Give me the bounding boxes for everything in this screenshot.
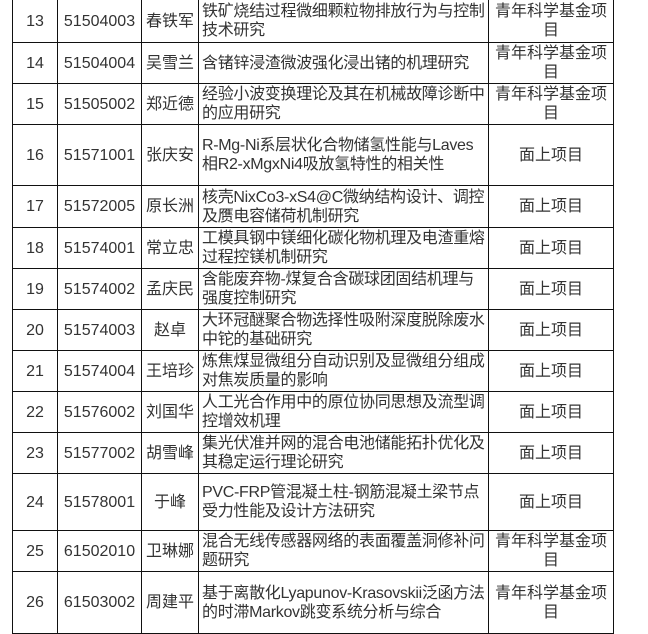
- project-code: 51574004: [57, 350, 142, 392]
- project-code: 51505002: [57, 83, 142, 125]
- project-code: 51577002: [57, 432, 142, 474]
- principal-name: 卫琳娜: [141, 530, 199, 572]
- project-type: 面上项目: [488, 350, 614, 392]
- project-code: 51572005: [57, 185, 142, 228]
- principal-name: 胡雪峰: [141, 432, 199, 474]
- project-type: 面上项目: [488, 432, 614, 474]
- project-code: 61503002: [57, 571, 142, 634]
- principal-name: 春铁军: [141, 0, 199, 43]
- project-code: 51578001: [57, 473, 142, 531]
- table-row: 19 51574002 孟庆民 含能废弃物-煤复合含碳球团固结机理与强度控制研究 面上项…: [12, 268, 614, 310]
- row-number: 26: [12, 571, 58, 634]
- table-row: 22 51576002 刘国华 人工光合作用中的原位协同思想及流型调控增效机理 面上项目: [12, 391, 614, 433]
- principal-name: 原长洲: [141, 185, 199, 228]
- row-number: 17: [12, 185, 58, 228]
- project-type: 面上项目: [488, 473, 614, 531]
- project-type: 青年科学基金项目: [488, 530, 614, 572]
- table-row: 18 51574001 常立忠 工模具钢中镁细化碳化物机理及电渣重熔过程控镁机制研究面…: [12, 227, 614, 269]
- project-title: 基于离散化Lyapunov-Krasovskii泛函方法的时滞Markov跳变系…: [198, 571, 489, 634]
- table-row: 20 51574003 赵卓 大环冠醚聚合物选择性吸附深度脱除废水中铊的基础研究 面上项…: [12, 309, 614, 351]
- principal-name: 常立忠: [141, 227, 199, 269]
- principal-name: 于峰: [141, 473, 199, 531]
- project-title: 集光伏准并网的混合电池储能拓扑优化及其稳定运行理论研究: [198, 432, 489, 474]
- project-type: 青年科学基金项目: [488, 83, 614, 125]
- row-number: 14: [12, 42, 58, 84]
- row-number: 18: [12, 227, 58, 269]
- row-number: 25: [12, 530, 58, 572]
- project-title: 含锗锌浸渣微波强化浸出锗的机理研究: [198, 42, 489, 84]
- table-row: 24 51578001 于峰 PVC-FRP管混凝土柱-钢筋混凝土梁节点受力性能及设计…: [12, 473, 614, 531]
- table-row: 25 61502010 卫琳娜 混合无线传感器网络的表面覆盖洞修补问题研究 青年科学基金…: [12, 530, 614, 572]
- table-row: 13 51504003 春铁军 铁矿烧结过程微细颗粒物排放行为与控制技术研究 青年科学基…: [12, 0, 614, 43]
- project-title: 经验小波变换理论及其在机械故障诊断中的应用研究: [198, 83, 489, 125]
- principal-name: 刘国华: [141, 391, 199, 433]
- project-title: 铁矿烧结过程微细颗粒物排放行为与控制技术研究: [198, 0, 489, 43]
- table-row: 26 61503002 周建平 基于离散化Lyapunov-Krasovskii泛函方…: [12, 571, 614, 634]
- project-title: 核壳NixCo3-xS4@C微纳结构设计、调控及赝电容储荷机制研究: [198, 185, 489, 228]
- row-number: 13: [12, 0, 58, 43]
- project-type: 面上项目: [488, 268, 614, 310]
- project-type: 面上项目: [488, 391, 614, 433]
- project-title: 混合无线传感器网络的表面覆盖洞修补问题研究: [198, 530, 489, 572]
- table-row: 17 51572005 原长洲 核壳NixCo3-xS4@C微纳结构设计、调控及赝电容…: [12, 185, 614, 228]
- project-code: 51574002: [57, 268, 142, 310]
- row-number: 20: [12, 309, 58, 351]
- row-number: 24: [12, 473, 58, 531]
- project-type: 面上项目: [488, 124, 614, 186]
- project-code: 51504004: [57, 42, 142, 84]
- row-number: 15: [12, 83, 58, 125]
- principal-name: 孟庆民: [141, 268, 199, 310]
- project-type: 青年科学基金项目: [488, 0, 614, 43]
- project-table: 13 51504003 春铁军 铁矿烧结过程微细颗粒物排放行为与控制技术研究 青年科学基…: [12, 0, 614, 634]
- principal-name: 赵卓: [141, 309, 199, 351]
- project-title: R-Mg-Ni系层状化合物储氢性能与Laves相R2-xMgxNi4吸放氢特性的…: [198, 124, 489, 186]
- project-code: 51574001: [57, 227, 142, 269]
- row-number: 19: [12, 268, 58, 310]
- principal-name: 王培珍: [141, 350, 199, 392]
- project-code: 51504003: [57, 0, 142, 43]
- table-row: 21 51574004 王培珍 炼焦煤显微组分自动识别及显微组分组成对焦炭质量的影响面…: [12, 350, 614, 392]
- project-type: 面上项目: [488, 185, 614, 228]
- table-row: 14 51504004 吴雪兰 含锗锌浸渣微波强化浸出锗的机理研究 青年科学基金项目: [12, 42, 614, 84]
- principal-name: 周建平: [141, 571, 199, 634]
- row-number: 21: [12, 350, 58, 392]
- row-number: 23: [12, 432, 58, 474]
- row-number: 22: [12, 391, 58, 433]
- project-title: 人工光合作用中的原位协同思想及流型调控增效机理: [198, 391, 489, 433]
- project-code: 51571001: [57, 124, 142, 186]
- project-type: 面上项目: [488, 227, 614, 269]
- project-title: 炼焦煤显微组分自动识别及显微组分组成对焦炭质量的影响: [198, 350, 489, 392]
- project-code: 61502010: [57, 530, 142, 572]
- row-number: 16: [12, 124, 58, 186]
- project-code: 51574003: [57, 309, 142, 351]
- table-row: 15 51505002 郑近德 经验小波变换理论及其在机械故障诊断中的应用研究 青年科学…: [12, 83, 614, 125]
- principal-name: 张庆安: [141, 124, 199, 186]
- project-title: PVC-FRP管混凝土柱-钢筋混凝土梁节点受力性能及设计方法研究: [198, 473, 489, 531]
- principal-name: 吴雪兰: [141, 42, 199, 84]
- table-row: 16 51571001 张庆安 R-Mg-Ni系层状化合物储氢性能与Laves相R2-…: [12, 124, 614, 186]
- project-title: 含能废弃物-煤复合含碳球团固结机理与强度控制研究: [198, 268, 489, 310]
- project-type: 面上项目: [488, 309, 614, 351]
- project-type: 青年科学基金项目: [488, 42, 614, 84]
- project-type: 青年科学基金项目: [488, 571, 614, 634]
- table-row: 23 51577002 胡雪峰 集光伏准并网的混合电池储能拓扑优化及其稳定运行理论研究…: [12, 432, 614, 474]
- principal-name: 郑近德: [141, 83, 199, 125]
- project-code: 51576002: [57, 391, 142, 433]
- project-title: 工模具钢中镁细化碳化物机理及电渣重熔过程控镁机制研究: [198, 227, 489, 269]
- project-title: 大环冠醚聚合物选择性吸附深度脱除废水中铊的基础研究: [198, 309, 489, 351]
